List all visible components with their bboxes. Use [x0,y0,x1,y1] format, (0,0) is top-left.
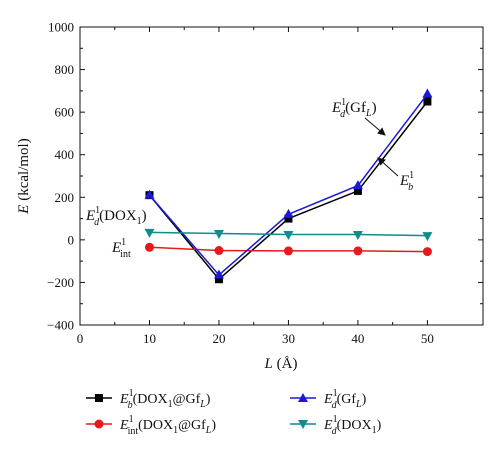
y-tick-label: 1000 [48,20,74,35]
data-point [422,232,433,242]
series-3 [144,228,433,242]
data-point [144,228,155,238]
annotation-eint: E1 int [111,237,131,260]
data-point [423,97,432,106]
x-tick-labels: 0 10 20 30 40 50 [77,331,434,346]
data-point [214,275,223,284]
legend-item-eb: E1 b(DOX1@GfL) [86,388,211,411]
y-tick-labels: −400 −200 0 200 400 600 800 1000 [47,20,74,333]
y-tick-label: 0 [68,232,75,247]
data-point [352,231,363,241]
svg-text:E1d(DOX1): E1 d(DOX1) [323,414,382,437]
data-point [353,186,362,195]
x-tick-label: 20 [212,331,225,346]
series-1 [144,242,432,257]
annotation-ed-gfl: E1 d(GfL) [331,97,386,136]
legend-item-ed-gfl: E1 d(GfL) [290,388,367,411]
x-axis-title: L (Å) [264,356,298,372]
data-point [213,229,224,239]
data-point [284,214,293,223]
data-point [144,189,155,199]
y-tick-label: 200 [55,190,75,205]
svg-text:E1d(GfL): E1 d(GfL) [331,97,377,120]
data-point [144,242,154,252]
data-point [422,88,433,98]
y-tick-label: 800 [55,62,75,77]
data-point [283,231,294,241]
x-tick-label: 30 [282,331,295,346]
svg-text:E1d(GfL): E1 d(GfL) [323,388,367,411]
data-point [283,246,293,256]
svg-text:E1d(DOX1): E1 d(DOX1) [85,205,147,228]
x-tick-label: 0 [77,331,84,346]
annotation-ed-dox: E1 d(DOX1) [85,205,147,228]
annotation-eb: E1 b [377,157,414,193]
y-tick-label: −400 [47,318,74,333]
y-axis-title: E (kcal/mol) [16,138,32,214]
svg-text:E1b(DOX1@GfL): E1 b(DOX1@GfL) [119,388,211,411]
data-point [422,247,432,257]
data-point [283,208,294,218]
data-point [353,246,363,256]
y-tick-label: 400 [55,147,75,162]
plot-frame [79,26,484,326]
x-tick-label: 50 [421,331,434,346]
data-point [214,246,224,255]
y-tick-label: 600 [55,105,75,120]
x-tick-label: 10 [143,331,156,346]
legend-item-ed-dox: E1 d(DOX1) [290,414,382,437]
x-tick-label: 40 [351,331,364,346]
legend: E1 b(DOX1@GfL) E1 int(DOX1@GfL) E1 d(GfL) E… [86,388,382,437]
legend-item-eint: E1 int(DOX1@GfL) [86,414,216,437]
series-2 [144,88,433,279]
series-layer [144,88,433,284]
data-point [213,269,224,279]
y-tick-label: −200 [47,275,74,290]
svg-text:E1b: E1 b [399,170,414,193]
data-point [352,180,363,190]
axis-ticks [79,26,483,326]
